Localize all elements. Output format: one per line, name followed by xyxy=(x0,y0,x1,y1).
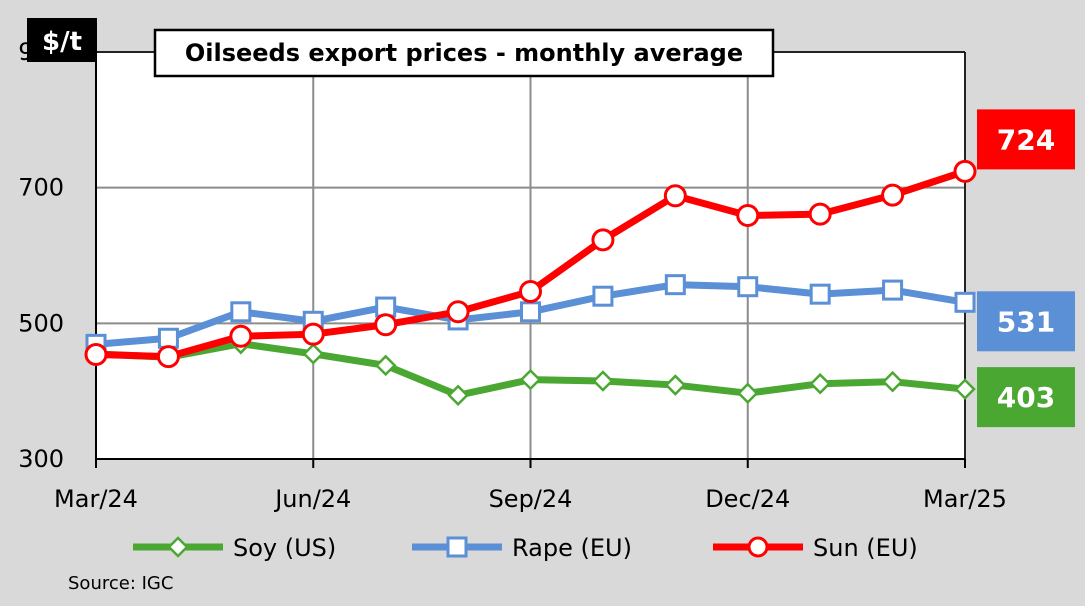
chart-title: Oilseeds export prices - monthly average xyxy=(185,39,743,67)
series-point-diamond xyxy=(374,354,397,377)
x-tick-label: Jun/24 xyxy=(273,485,351,513)
series-point-circle xyxy=(229,324,253,348)
series-point-circle xyxy=(591,228,615,252)
series-point-diamond xyxy=(809,372,831,395)
series-point-diamond xyxy=(736,382,759,404)
end-value-label: 403 xyxy=(997,381,1055,414)
series-point-square xyxy=(954,291,976,313)
legend-label: Sun (EU) xyxy=(813,534,918,562)
series-point-square xyxy=(882,279,904,301)
series-point-circle xyxy=(156,345,180,369)
end-value-box xyxy=(977,291,1075,352)
end-labels: 403 531 724 xyxy=(977,109,1075,428)
end-value-box xyxy=(977,109,1075,170)
series-point-circle xyxy=(519,279,542,303)
series-point-diamond xyxy=(302,343,325,365)
series-point-circle xyxy=(747,536,769,558)
source-note: Source: IGC xyxy=(68,573,173,594)
legend: Soy (US) Rape (EU) Sun (EU) xyxy=(133,534,918,562)
end-value-label: 531 xyxy=(997,305,1055,338)
y-tick-label: 300 xyxy=(18,445,64,473)
series-point-circle xyxy=(663,184,687,208)
series-point-diamond xyxy=(881,370,904,393)
unit-label-box xyxy=(27,18,97,62)
series-point-diamond xyxy=(664,374,687,396)
series-point-circle xyxy=(736,203,760,227)
unit-label: $/t xyxy=(42,27,82,57)
series-point-diamond xyxy=(447,384,469,407)
series-point-square xyxy=(737,276,759,298)
series-point-square xyxy=(520,301,541,323)
series-point-circle xyxy=(374,313,398,337)
series-point-circle xyxy=(808,202,832,226)
series-point-circle xyxy=(84,343,108,367)
series-point-circle xyxy=(953,159,977,183)
series-point-diamond xyxy=(167,536,189,558)
y-tick-label: 700 xyxy=(18,174,64,202)
series-point-diamond xyxy=(954,378,976,400)
y-tick-label: 500 xyxy=(18,309,64,337)
series-point-square xyxy=(809,283,831,305)
x-tick-label: Dec/24 xyxy=(705,485,790,513)
end-value-label: 724 xyxy=(997,123,1055,156)
series-point-diamond xyxy=(519,368,542,391)
series-point-square xyxy=(446,536,468,558)
series-point-circle xyxy=(446,300,470,324)
chart-title-box xyxy=(153,28,775,78)
legend-label: Rape (EU) xyxy=(512,534,632,562)
series-point-circle xyxy=(301,322,325,346)
series-point-square xyxy=(230,301,252,323)
x-tick-label: Mar/25 xyxy=(923,485,1007,513)
x-tick-label: Sep/24 xyxy=(489,485,573,513)
series-group xyxy=(84,159,977,407)
series-point-circle xyxy=(881,183,905,207)
legend-label: Soy (US) xyxy=(233,534,336,562)
series-point-diamond xyxy=(592,370,614,392)
series-point-square xyxy=(664,274,686,296)
end-value-box xyxy=(977,367,1075,428)
series-point-square xyxy=(592,285,614,307)
x-tick-label: Mar/24 xyxy=(54,485,138,513)
series-point-square xyxy=(157,327,179,349)
